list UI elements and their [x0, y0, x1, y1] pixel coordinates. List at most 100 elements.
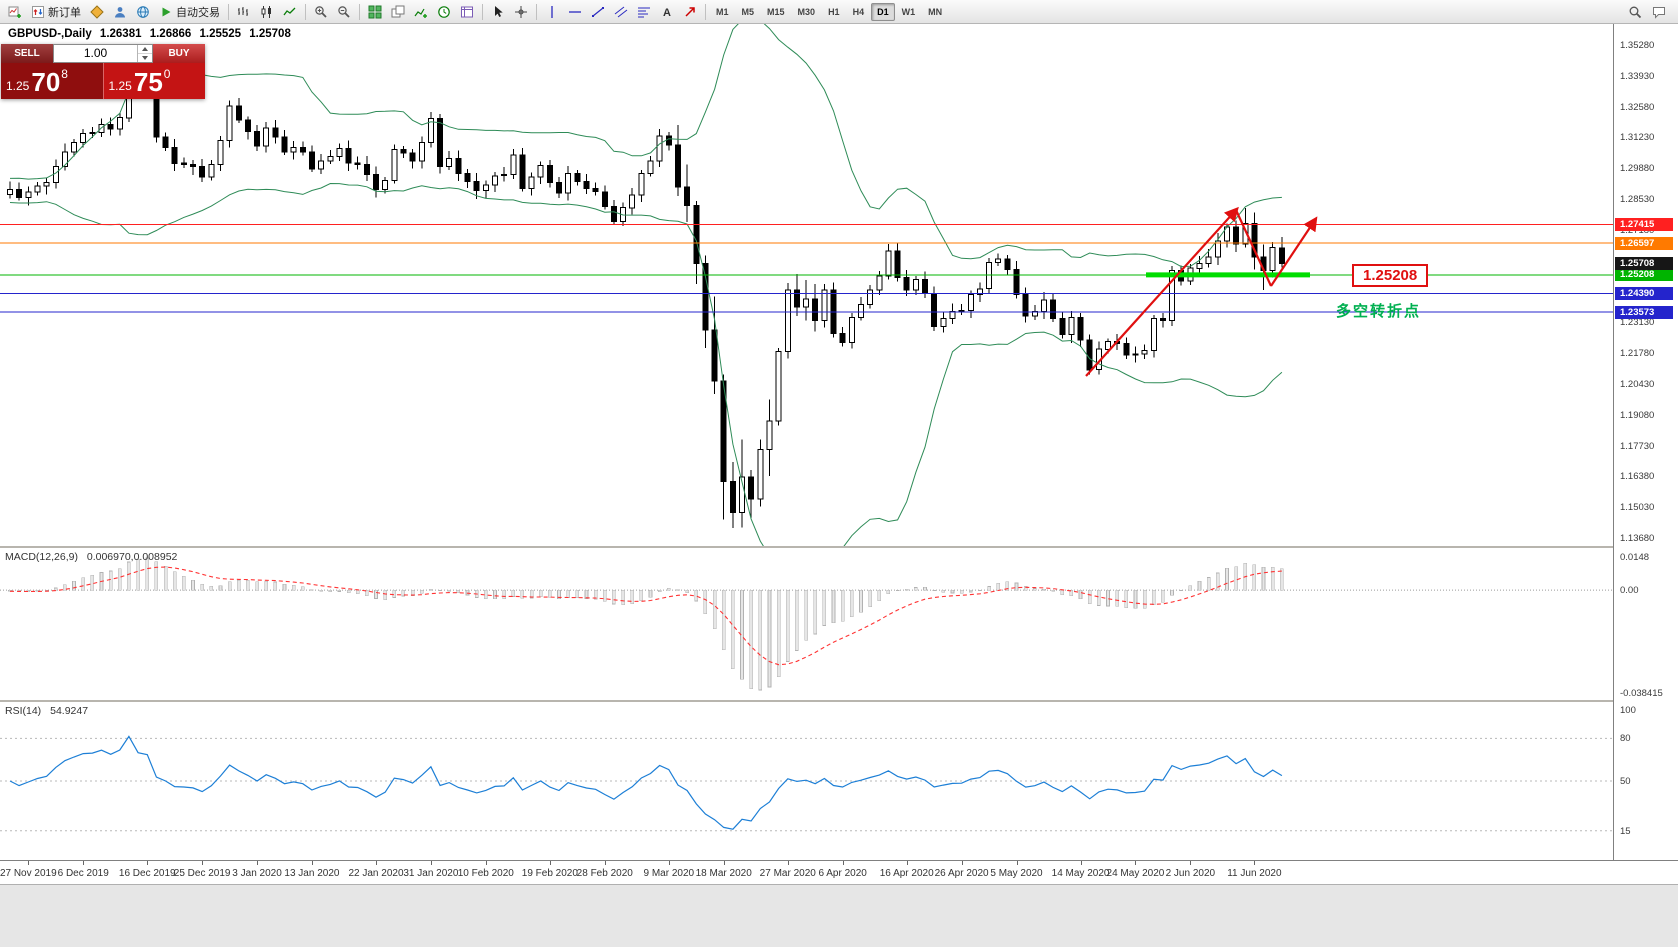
fibonacci-button[interactable] — [633, 2, 655, 22]
cascade-windows-button[interactable] — [387, 2, 409, 22]
macd-values: 0.006970,0.008952 — [86, 551, 178, 563]
timeframe-M1[interactable]: M1 — [716, 6, 729, 17]
tile-windows-button[interactable] — [364, 2, 386, 22]
equidistant-channel-button[interactable] — [610, 2, 632, 22]
new-order-button[interactable]: 新订单 — [27, 2, 85, 22]
volume-down-button[interactable] — [138, 54, 152, 62]
rsi-name: RSI(14) — [5, 705, 42, 717]
mql5-community-button[interactable] — [86, 2, 108, 22]
timeframe-M15[interactable]: M15 — [767, 6, 785, 17]
price-tag: 1.25708 — [1615, 256, 1673, 270]
toolbar-separator — [305, 3, 306, 20]
time-axis[interactable]: 27 Nov 2019 6 Dec 2019 16 Dec 2019 25 Dec 2… — [0, 860, 1678, 884]
candlestick-chart-button[interactable] — [256, 2, 278, 22]
timeframe-H1[interactable]: H1 — [828, 6, 840, 17]
templates-button[interactable] — [456, 2, 478, 22]
periods-button[interactable] — [433, 2, 455, 22]
horizontal-line-button[interactable] — [564, 2, 586, 22]
svg-text:A: A — [663, 7, 671, 19]
price-axis-label: 1.13680 — [1620, 532, 1655, 544]
volume-up-button[interactable] — [138, 45, 152, 54]
toolbar-separator — [705, 3, 706, 20]
time-axis-label: 11 Jun 2020 — [1227, 868, 1282, 879]
macd-histogram — [8, 557, 1284, 691]
timeframe-M5[interactable]: M5 — [741, 6, 755, 17]
arrows-button[interactable] — [679, 2, 701, 22]
price-tag: 1.24390 — [1615, 287, 1673, 301]
price-callout[interactable]: 1.25208 — [1352, 264, 1429, 287]
time-axis-label: 27 Mar 2020 — [759, 868, 816, 879]
timeframe-M30[interactable]: M30 — [797, 6, 816, 17]
chart-plus-icon — [8, 5, 22, 19]
zoom-out-button[interactable] — [333, 2, 355, 22]
price-tag: 1.26597 — [1615, 236, 1673, 250]
buy-price[interactable]: 1.25 75 0 — [102, 63, 205, 99]
market-button[interactable] — [132, 2, 154, 22]
time-axis-label: 19 Feb 2020 — [521, 868, 578, 879]
chat-button[interactable] — [1648, 2, 1670, 22]
autotrading-button[interactable]: 自动交易 — [155, 2, 224, 22]
indicators-icon — [414, 5, 428, 19]
time-axis-label: 18 Mar 2020 — [695, 868, 752, 879]
indicator-axis-label: 15 — [1620, 825, 1631, 837]
hline-layer — [0, 224, 1613, 313]
window-splitter[interactable] — [0, 546, 1678, 548]
time-axis-label: 9 Mar 2020 — [643, 868, 695, 879]
vline-icon — [545, 5, 559, 19]
sell-price[interactable]: 1.25 70 8 — [1, 63, 103, 99]
trend-arrow — [1270, 216, 1318, 287]
time-axis-label: 31 Jan 2020 — [403, 868, 459, 879]
cursor-button[interactable] — [487, 2, 509, 22]
price-axis-label: 1.29880 — [1620, 163, 1655, 175]
trendline-button[interactable] — [587, 2, 609, 22]
line-chart-button[interactable] — [279, 2, 301, 22]
crosshair-button[interactable] — [510, 2, 532, 22]
annotation-text[interactable]: 多空转折点 — [1336, 303, 1422, 320]
time-axis-tick — [1016, 861, 1018, 865]
timeframe-MN[interactable]: MN — [928, 6, 943, 17]
main-chart-pane[interactable]: GBPUSD-,Daily 1.26381 1.26866 1.25525 1.… — [0, 24, 1613, 546]
macd-canvas[interactable] — [0, 548, 1613, 700]
new-chart-button[interactable] — [4, 2, 26, 22]
price-tag: 1.27415 — [1615, 218, 1673, 231]
time-axis-tick — [485, 861, 487, 865]
indicators-button[interactable] — [410, 2, 432, 22]
candles-layer — [7, 48, 1285, 528]
toolbar-separator — [536, 3, 537, 20]
user-icon — [113, 5, 127, 19]
rsi-canvas[interactable] — [0, 702, 1613, 860]
time-axis-tick — [787, 861, 789, 865]
timeframe-D1[interactable]: D1 — [871, 2, 895, 21]
volume-spinner[interactable] — [137, 45, 152, 62]
price-axis[interactable]: 1.35280 1.33930 1.32580 1.31230 1.29880 1.285… — [1613, 24, 1678, 860]
price-axis-label: 1.21780 — [1620, 348, 1655, 360]
chat-icon — [1652, 5, 1666, 19]
indicator-axis-label: 0.0148 — [1620, 552, 1650, 563]
price-axis-label: 1.28530 — [1620, 194, 1655, 206]
toolbar-separator — [482, 3, 483, 20]
window-splitter[interactable] — [0, 700, 1678, 702]
time-axis-label: 3 Jan 2020 — [232, 868, 282, 879]
time-axis-tick — [1135, 861, 1137, 865]
toolbar-right-group — [1624, 2, 1674, 22]
timeframe-H4[interactable]: H4 — [852, 6, 865, 17]
rsi-pane[interactable]: RSI(14) 54.9247 — [0, 702, 1613, 860]
new-order-button-label: 新订单 — [48, 6, 81, 19]
time-axis-tick — [430, 861, 432, 865]
bar-chart-button[interactable] — [233, 2, 255, 22]
macd-pane[interactable]: MACD(12,26,9) 0.006970,0.008952 — [0, 548, 1613, 700]
main-chart-canvas[interactable] — [0, 24, 1613, 546]
search-button[interactable] — [1624, 2, 1646, 22]
volume-input[interactable]: 1.00 — [53, 44, 153, 63]
buy-price-point: 0 — [163, 67, 171, 81]
timeframe-W1[interactable]: W1 — [901, 6, 916, 17]
zoom-in-button[interactable] — [310, 2, 332, 22]
vertical-line-button[interactable] — [541, 2, 563, 22]
time-axis-tick — [906, 861, 908, 865]
price-axis-label: 1.20430 — [1620, 378, 1655, 390]
buy-button[interactable]: BUY — [153, 44, 205, 63]
text-label-button[interactable]: A — [656, 2, 678, 22]
profile-button[interactable] — [109, 2, 131, 22]
sell-button[interactable]: SELL — [1, 44, 53, 63]
volume-value[interactable]: 1.00 — [83, 46, 108, 60]
